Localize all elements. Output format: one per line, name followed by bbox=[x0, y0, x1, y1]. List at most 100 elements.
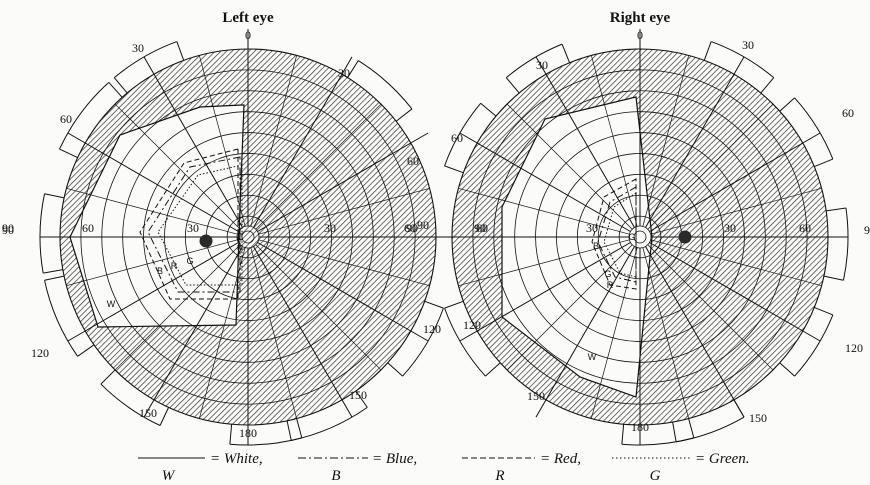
left-band-edge-a-8 bbox=[347, 60, 359, 78]
left-radial-label-1: 60 bbox=[82, 221, 94, 235]
right-spoke-135 bbox=[647, 244, 774, 371]
right-eye-axis-labels: 03060901201501801501209060303060903060WB… bbox=[406, 28, 870, 434]
left-spoke-225 bbox=[114, 244, 241, 371]
right-eye-title: Right eye bbox=[610, 10, 671, 26]
right-spoke-105 bbox=[650, 239, 822, 286]
left-spoke-105 bbox=[258, 239, 430, 286]
left-angle-label-6: 180 bbox=[239, 426, 257, 440]
left-angle-label-1: 30 bbox=[338, 66, 350, 80]
legend-text-red: = Red, bbox=[540, 451, 581, 467]
legend: = White, W = Blue, B = Red, R = Green. G bbox=[138, 451, 750, 484]
right-angle-label-11: 30 bbox=[536, 58, 548, 72]
left-band-edge-b-0 bbox=[176, 41, 185, 61]
left-band-edge-a-0 bbox=[113, 77, 128, 94]
legend-letter-blue: B bbox=[331, 468, 340, 484]
right-angle-label-5: 150 bbox=[749, 411, 767, 425]
right-angle-label-10: 60 bbox=[451, 131, 463, 145]
right-band-edge-b-8 bbox=[561, 43, 571, 63]
right-label-band-4 bbox=[676, 416, 745, 443]
left-band-edge-b-7 bbox=[286, 420, 292, 441]
left-angle-label-7: 150 bbox=[349, 388, 367, 402]
left-spoke-255 bbox=[66, 239, 238, 286]
left-fixation-ring-inner bbox=[241, 230, 255, 244]
right-curve-label-0: W bbox=[588, 352, 597, 362]
right-label-band-3 bbox=[794, 314, 834, 377]
left-spoke-210 bbox=[143, 246, 243, 418]
left-label-band-2 bbox=[39, 193, 46, 274]
left-spoke-240 bbox=[67, 242, 239, 342]
right-band-edge-b-3 bbox=[779, 362, 795, 377]
left-band-edge-a-6 bbox=[424, 300, 444, 309]
right-band-edge-b-4 bbox=[672, 422, 677, 442]
right-angle-label-6: 180 bbox=[631, 420, 649, 434]
right-band-edge-a-2 bbox=[826, 207, 847, 212]
left-band-edge-b-5 bbox=[229, 424, 233, 445]
right-spoke-240 bbox=[459, 242, 631, 342]
left-band-edge-b-2 bbox=[44, 193, 65, 199]
left-band-edge-b-6 bbox=[387, 362, 403, 377]
left-spoke-60 bbox=[257, 132, 429, 232]
left-band-edge-a-4 bbox=[159, 407, 170, 426]
right-curve-label-3: G bbox=[604, 269, 611, 279]
left-radial-label-0: 30 bbox=[187, 221, 199, 235]
right-band-edge-a-4 bbox=[733, 399, 745, 418]
right-curve-green bbox=[603, 192, 637, 278]
right-curve-white bbox=[501, 96, 653, 398]
right-eye-field-curves bbox=[501, 96, 692, 398]
left-angle-label-2: 60 bbox=[407, 154, 419, 168]
right-angle-label-0: 0 bbox=[637, 28, 643, 42]
left-spoke-45 bbox=[255, 103, 382, 230]
left-band-edge-a-2 bbox=[43, 269, 63, 274]
right-label-band-2 bbox=[842, 207, 849, 281]
right-band-edge-a-8 bbox=[505, 77, 520, 94]
left-angle-label-8: 120 bbox=[423, 322, 441, 336]
right-radial-label-2: 90 bbox=[406, 221, 418, 235]
right-angle-label-4: 120 bbox=[845, 341, 863, 355]
right-spoke-195 bbox=[591, 247, 638, 419]
right-angle-label-9: 90 bbox=[474, 221, 486, 235]
right-label-band-5 bbox=[621, 437, 694, 446]
left-curve-green bbox=[157, 164, 243, 286]
left-blind-spot bbox=[199, 234, 213, 248]
right-label-band-0 bbox=[710, 41, 775, 79]
right-radial-label-0: 30 bbox=[586, 221, 598, 235]
left-eye-field-curves bbox=[69, 104, 245, 328]
right-angle-label-1: 30 bbox=[742, 38, 754, 52]
left-eye-title: Left eye bbox=[222, 10, 274, 26]
left-band-edge-b-4 bbox=[100, 369, 116, 385]
left-band-edge-a-5 bbox=[296, 418, 303, 439]
right-spoke-150 bbox=[645, 246, 745, 418]
left-curve-label-3: G bbox=[186, 256, 193, 266]
left-band-edge-a-7 bbox=[355, 390, 368, 408]
right-band-edge-a-1 bbox=[779, 97, 795, 112]
left-label-band-3 bbox=[44, 280, 79, 357]
right-curve-label-2: R bbox=[607, 280, 614, 290]
left-label-band-1 bbox=[59, 82, 110, 150]
right-curve-red bbox=[591, 178, 637, 290]
left-curve-label-2: R bbox=[171, 261, 178, 271]
right-label-band-6 bbox=[444, 307, 486, 377]
right-spoke-30 bbox=[645, 56, 745, 228]
left-spoke-75 bbox=[258, 188, 430, 235]
right-band-edge-a-3 bbox=[814, 306, 834, 316]
right-spoke-45 bbox=[647, 103, 774, 230]
left-curve-label-0: W bbox=[107, 299, 116, 309]
left-band-edge-a-3 bbox=[77, 344, 95, 357]
right-band-edge-a-6 bbox=[485, 362, 501, 377]
right-band-edge-a-5 bbox=[688, 418, 695, 439]
left-spoke-15 bbox=[250, 55, 297, 227]
right-angle-label-7: 150 bbox=[527, 389, 545, 403]
left-band-edge-a-1 bbox=[59, 148, 78, 159]
right-spoke-210 bbox=[535, 246, 635, 418]
left-angle-label-10: 60 bbox=[60, 112, 72, 126]
left-curve-white bbox=[69, 104, 245, 328]
left-spoke-300 bbox=[67, 132, 239, 232]
left-radial-label-4: 60 bbox=[404, 221, 416, 235]
right-angle-label-3: 90 bbox=[864, 223, 870, 237]
right-fixation-ring-inner bbox=[633, 230, 647, 244]
legend-letter-green: G bbox=[650, 468, 661, 484]
left-spoke-315 bbox=[114, 103, 241, 230]
right-spoke-345 bbox=[591, 55, 638, 227]
